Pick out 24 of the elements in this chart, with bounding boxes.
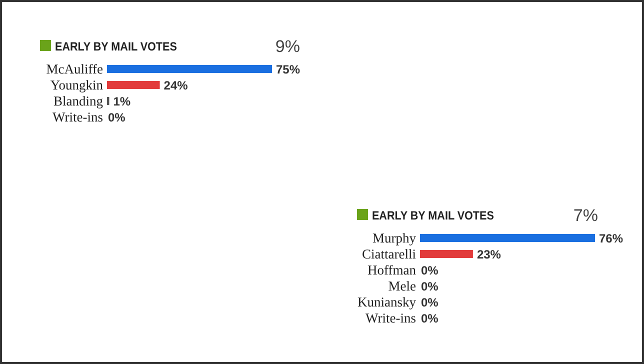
chart-title: EARLY BY MAIL VOTES [55,41,178,54]
y-tick-label: Blanding [54,94,104,108]
y-tick-label: Kuniansky [358,294,416,310]
data-label: 23% [476,248,502,262]
data-label: 1% [113,94,131,108]
data-label: 76% [599,232,624,246]
y-tick-label: Murphy [372,230,416,246]
y-tick-label: McAuliffe [46,62,103,76]
y-tick-label: Write-ins [52,110,103,124]
chart-title: EARLY BY MAIL VOTES [372,210,494,223]
data-label: 0% [108,110,126,124]
data-label: 0% [421,264,439,278]
data-label: 0% [421,312,439,326]
chart-subtitle: 9% [275,37,300,56]
data-label: 0% [421,280,439,294]
y-tick-label: Hoffman [368,262,416,278]
y-tick-label: Write-ins [366,310,416,326]
y-tick-label: Youngkin [50,78,104,92]
y-tick-label: Mele [388,278,416,294]
chart-subtitle: 7% [573,206,598,225]
y-tick-label: Ciattarelli [362,246,416,262]
data-label: 0% [421,296,439,310]
data-label: 75% [276,62,300,76]
data-label: 24% [164,78,188,92]
